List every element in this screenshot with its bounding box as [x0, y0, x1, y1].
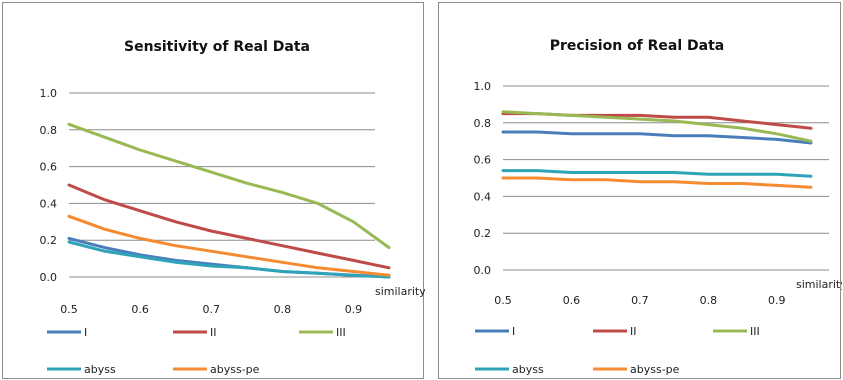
series-line-abyss-pe — [67, 214, 391, 277]
y-tick-label: 0.2 — [474, 227, 492, 240]
sensitivity-chart-panel: Sensitivity of Real Data 0.0 0.2 0.4 0.6 0.8 1… — [2, 2, 426, 379]
legend-label: III — [750, 325, 760, 338]
y-tick-label: 0.0 — [474, 264, 492, 277]
series-line-iii — [67, 122, 391, 250]
legend-label: abyss-pe — [630, 363, 680, 376]
y-tick-label: 1.0 — [474, 80, 492, 93]
x-tick-label: 0.8 — [700, 294, 718, 307]
precision-chart-panel: Precision of Real Data 0.0 0.2 0.4 0.6 0.8 1.0… — [438, 2, 843, 379]
legend-label: abyss — [512, 363, 544, 376]
series-line-abyss-pe — [501, 176, 813, 189]
x-tick-label: 0.9 — [768, 294, 786, 307]
legend-label: II — [210, 326, 217, 339]
precision-chart: Precision of Real Data 0.0 0.2 0.4 0.6 0.8 1.0… — [474, 38, 843, 376]
y-tick-label: 1.0 — [40, 87, 58, 100]
y-tick-label: 0.2 — [40, 234, 58, 247]
series-line-i — [501, 130, 813, 145]
x-axis-label: similarity — [375, 285, 425, 298]
series-line-abyss — [67, 240, 391, 279]
y-tick-label: 0.8 — [40, 124, 58, 137]
x-tick-label: 0.9 — [345, 303, 363, 316]
x-tick-label: 0.5 — [494, 294, 512, 307]
sensitivity-chart: Sensitivity of Real Data 0.0 0.2 0.4 0.6 0.8 1… — [40, 39, 426, 376]
y-tick-label: 0.6 — [40, 161, 58, 174]
series-line-abyss — [501, 169, 813, 178]
chart-title: Precision of Real Data — [550, 38, 725, 54]
y-tick-label: 0.4 — [40, 197, 58, 210]
legend-label: III — [336, 326, 346, 339]
series-line-iii — [501, 110, 813, 143]
x-tick-label: 0.7 — [631, 294, 649, 307]
legend-label: abyss — [84, 363, 116, 376]
legend-label: abyss-pe — [210, 363, 260, 376]
chart-title: Sensitivity of Real Data — [124, 39, 310, 55]
x-axis-label: similarity — [796, 278, 842, 291]
x-tick-label: 0.8 — [274, 303, 292, 316]
series-line-ii — [67, 183, 391, 270]
x-tick-label: 0.6 — [131, 303, 149, 316]
x-tick-label: 0.5 — [60, 303, 78, 316]
y-tick-label: 0.6 — [474, 154, 492, 167]
legend-label: II — [630, 325, 637, 338]
x-tick-label: 0.6 — [563, 294, 581, 307]
y-tick-label: 0.0 — [40, 271, 58, 284]
y-tick-label: 0.8 — [474, 117, 492, 130]
legend-label: I — [512, 325, 515, 338]
x-tick-label: 0.7 — [202, 303, 220, 316]
y-tick-label: 0.4 — [474, 190, 492, 203]
legend-label: I — [84, 326, 87, 339]
